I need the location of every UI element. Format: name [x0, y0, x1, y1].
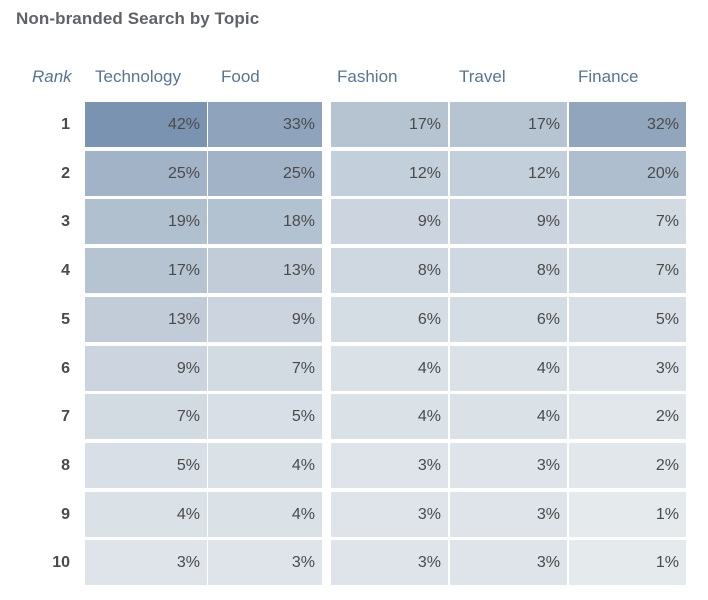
- heatmap-cell-rank7-technology: 7%: [85, 394, 207, 440]
- heatmap-cell-rank9-finance: 1%: [569, 491, 686, 537]
- heatmap-cell-rank10-technology: 3%: [85, 540, 207, 586]
- heatmap-cell-rank4-food: 13%: [208, 248, 322, 294]
- heatmap-cell-rank3-finance: 7%: [569, 199, 686, 245]
- rank-label-4: 4: [61, 262, 70, 280]
- column-header-travel: Travel: [459, 67, 506, 86]
- heatmap-cell-rank6-travel: 4%: [450, 345, 567, 391]
- column-header-finance: Finance: [578, 67, 639, 86]
- heatmap-cell-rank8-fashion: 3%: [331, 442, 448, 488]
- heatmap-cell-rank3-travel: 9%: [450, 199, 567, 245]
- heatmap-cell-rank6-finance: 3%: [569, 345, 686, 391]
- rank-label-1: 1: [61, 116, 70, 133]
- heatmap-cell-rank6-fashion: 4%: [331, 345, 448, 391]
- heatmap-cell-rank7-fashion: 4%: [331, 394, 448, 440]
- rank-label-8: 8: [61, 456, 70, 474]
- heatmap-cell-rank5-fashion: 6%: [331, 296, 448, 342]
- heatmap-cell-rank8-travel: 3%: [450, 442, 567, 488]
- heatmap-cell-rank1-travel: 17%: [450, 102, 567, 147]
- rank-label-9: 9: [61, 505, 70, 523]
- heatmap-cell-rank10-food: 3%: [208, 540, 322, 586]
- heatmap-cell-rank2-travel: 12%: [450, 150, 567, 196]
- heatmap-cell-rank4-technology: 17%: [85, 248, 207, 294]
- heatmap-cell-rank5-food: 9%: [208, 296, 322, 342]
- heatmap-cell-rank5-technology: 13%: [85, 296, 207, 342]
- heatmap-cell-rank10-travel: 3%: [450, 540, 567, 586]
- heatmap-cell-rank2-finance: 20%: [569, 150, 686, 196]
- heatmap-cell-rank9-travel: 3%: [450, 491, 567, 537]
- rank-header: Rank: [32, 67, 72, 86]
- heatmap-cell-rank6-technology: 9%: [85, 345, 207, 391]
- heatmap-cell-rank7-finance: 2%: [569, 394, 686, 440]
- column-header-fashion: Fashion: [337, 67, 398, 86]
- heatmap-cell-rank8-food: 4%: [208, 442, 322, 488]
- heatmap-cell-rank8-technology: 5%: [85, 442, 207, 488]
- heatmap-cell-rank10-finance: 1%: [569, 540, 686, 586]
- heatmap-cell-rank9-fashion: 3%: [331, 491, 448, 537]
- heatmap-cell-rank10-fashion: 3%: [331, 540, 448, 586]
- heatmap-cell-rank6-food: 7%: [208, 345, 322, 391]
- heatmap-cell-rank3-technology: 19%: [85, 199, 207, 245]
- rank-label-10: 10: [52, 554, 70, 572]
- rank-label-3: 3: [61, 213, 70, 231]
- heatmap-cell-rank4-fashion: 8%: [331, 248, 448, 294]
- heatmap-cell-rank4-finance: 7%: [569, 248, 686, 294]
- heatmap-cell-rank2-fashion: 12%: [331, 150, 448, 196]
- rank-label-7: 7: [61, 408, 70, 426]
- heatmap-cell-rank3-food: 18%: [208, 199, 322, 245]
- column-header-food: Food: [221, 67, 260, 86]
- column-header-technology: Technology: [95, 67, 182, 86]
- heatmap-cell-rank7-food: 5%: [208, 394, 322, 440]
- heatmap-cell-rank1-finance: 32%: [569, 102, 686, 147]
- heatmap-cell-rank3-fashion: 9%: [331, 199, 448, 245]
- heatmap-cell-rank2-food: 25%: [208, 150, 322, 196]
- heatmap-cell-rank5-travel: 6%: [450, 296, 567, 342]
- heatmap-cell-rank8-finance: 2%: [569, 442, 686, 488]
- heatmap-cell-rank1-fashion: 17%: [331, 102, 448, 147]
- heatmap-cell-rank9-food: 4%: [208, 491, 322, 537]
- heatmap-cell-rank7-travel: 4%: [450, 394, 567, 440]
- rank-label-6: 6: [61, 359, 70, 377]
- heatmap-cell-rank1-technology: 42%: [85, 102, 207, 147]
- rank-label-2: 2: [61, 164, 70, 182]
- chart-title: Non-branded Search by Topic: [16, 9, 260, 28]
- heatmap-cell-rank9-technology: 4%: [85, 491, 207, 537]
- heatmap-cell-rank4-travel: 8%: [450, 248, 567, 294]
- heatmap-cell-rank5-finance: 5%: [569, 296, 686, 342]
- heatmap-cell-rank1-food: 33%: [208, 102, 322, 147]
- rank-label-5: 5: [61, 310, 70, 328]
- heatmap-cell-rank2-technology: 25%: [85, 150, 207, 196]
